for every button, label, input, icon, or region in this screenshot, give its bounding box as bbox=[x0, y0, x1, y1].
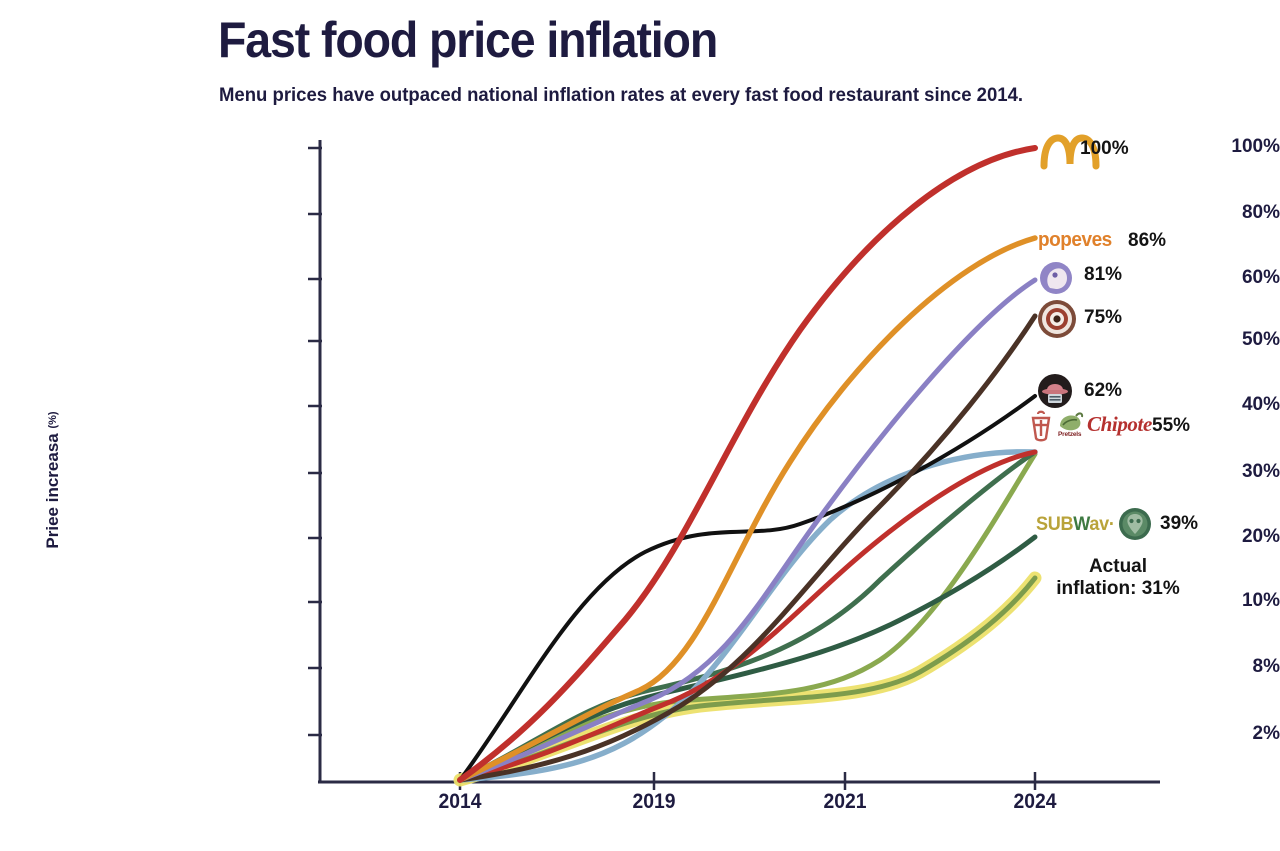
x-tick-label: 2019 bbox=[632, 790, 676, 813]
y-tick-label: 2% bbox=[1252, 723, 1280, 744]
end-label-target: 75% bbox=[1084, 307, 1123, 328]
series-green-chain bbox=[457, 449, 1038, 783]
x-tick-label: 2021 bbox=[823, 790, 867, 813]
end-label-mcdonalds: 100% bbox=[1080, 138, 1129, 159]
series-target-chain bbox=[457, 313, 1038, 783]
pretzel-wordmark: Pretzels bbox=[1058, 431, 1082, 438]
mcdonalds-logo bbox=[1040, 134, 1100, 170]
chipotle-pepper-logo bbox=[1031, 410, 1051, 442]
end-label-wendys: 62% bbox=[1084, 380, 1123, 401]
y-tick-label: 30% bbox=[1241, 461, 1280, 482]
starbucks-logo bbox=[1119, 508, 1151, 540]
y-tick-label: 20% bbox=[1241, 526, 1280, 547]
y-tick-label: 80% bbox=[1241, 202, 1280, 223]
y-tick-label: 40% bbox=[1241, 394, 1280, 415]
page-title: Fast food price inflation bbox=[218, 12, 718, 68]
end-label-subway: 39% bbox=[1160, 513, 1199, 534]
series-chipotle bbox=[457, 449, 1038, 783]
subway-wordmark-part2: W bbox=[1073, 514, 1090, 535]
wendys-hat-logo bbox=[1038, 374, 1072, 408]
chipotle-wordmark: Chipote bbox=[1087, 412, 1152, 436]
tacobell-logo bbox=[1040, 262, 1072, 294]
subway-wordmark-part3: av· bbox=[1089, 514, 1115, 535]
target-rings-logo bbox=[1038, 300, 1076, 338]
end-label-actual-inflation: Actual inflation: 31% bbox=[1038, 556, 1198, 600]
series-actual-inflation bbox=[457, 575, 1038, 783]
subway-wordmark: SUBWav· bbox=[1036, 515, 1115, 534]
y-tick-label: 10% bbox=[1241, 590, 1280, 611]
series-olive-chain bbox=[457, 451, 1038, 783]
x-tick-label: 2024 bbox=[1013, 790, 1057, 813]
end-label-popeyes: 86% bbox=[1128, 230, 1167, 251]
end-label-tacobell: 81% bbox=[1084, 264, 1123, 285]
series-wendys bbox=[458, 394, 1037, 782]
subway-wordmark-part1: SUB bbox=[1036, 514, 1074, 535]
actual-inflation-line1: Actual bbox=[1088, 556, 1148, 577]
series-mcdonalds bbox=[457, 145, 1038, 783]
series-tacobell bbox=[457, 277, 1038, 783]
y-tick-label: 8% bbox=[1252, 656, 1280, 677]
y-tick-label: 50% bbox=[1241, 329, 1280, 350]
x-tick-label: 2014 bbox=[438, 790, 482, 813]
actual-inflation-line2: inflation: 31% bbox=[1056, 577, 1180, 599]
pretzel-leaf-logo bbox=[1060, 412, 1084, 431]
y-tick-label: 60% bbox=[1241, 267, 1280, 288]
y-tick-label: 100% bbox=[1231, 136, 1280, 157]
end-label-chipotle: 55% bbox=[1152, 415, 1191, 436]
series-popeyes bbox=[457, 235, 1038, 783]
y-axis-ticks bbox=[308, 146, 322, 737]
page-subtitle: Menu prices have outpaced national infla… bbox=[219, 84, 1024, 106]
popeyes-wordmark: popeves bbox=[1038, 229, 1112, 251]
